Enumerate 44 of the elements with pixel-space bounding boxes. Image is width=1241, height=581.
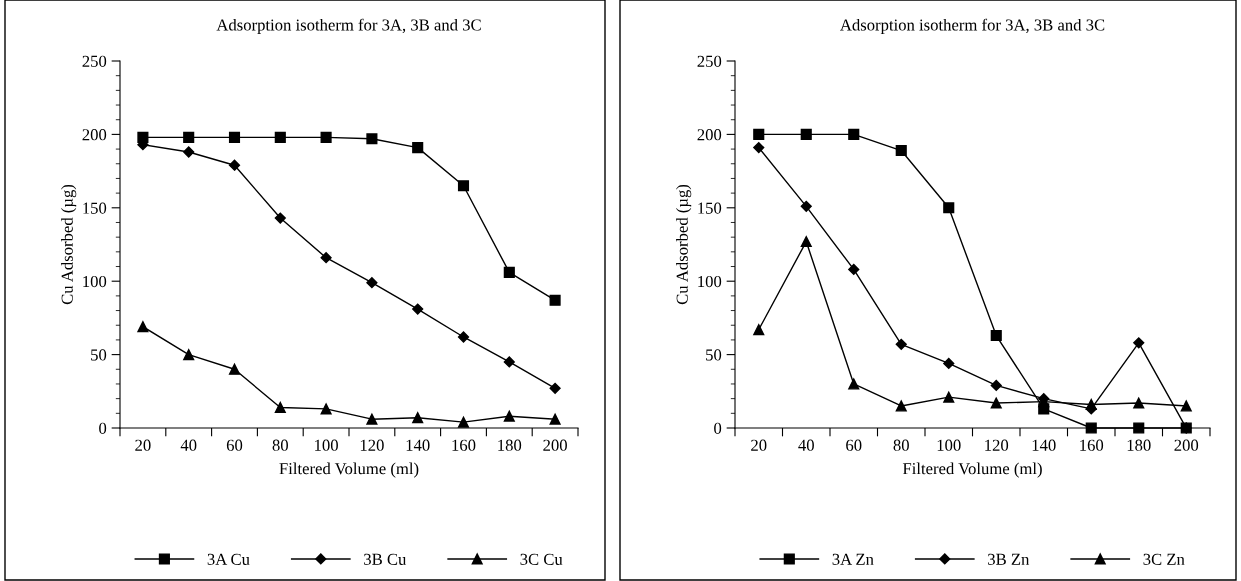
x-tick-label: 20 [751, 439, 767, 451]
x-tick-label: 80 [272, 439, 288, 451]
chart-title: Adsorption isotherm for 3A, 3B and 3C [840, 18, 1105, 34]
x-tick-label: 100 [315, 439, 338, 451]
x-tick-label: 200 [543, 439, 567, 451]
y-tick-label: 150 [83, 202, 107, 214]
x-tick-label: 120 [360, 439, 384, 451]
y-axis-title: Cu Adsorbed (µg) [676, 184, 692, 305]
y-tick-label: 150 [698, 202, 722, 214]
x-tick-label: 140 [406, 439, 430, 451]
y-tick-label: 50 [706, 349, 722, 361]
y-tick-label: 50 [91, 349, 107, 361]
x-tick-label: 140 [1032, 439, 1056, 451]
y-tick-label: 100 [83, 275, 107, 288]
y-tick-label: 200 [697, 129, 722, 141]
x-tick-label: 40 [180, 439, 197, 451]
x-axis-title: Filtered Volume (ml) [902, 462, 1042, 478]
legend-label: 3C Zn [1143, 553, 1185, 565]
x-tick-label: 60 [226, 439, 243, 451]
y-axis-title: Cu Adsorbed (µg) [61, 184, 77, 305]
legend-label: 3A Cu [207, 553, 250, 565]
y-tick-label: 0 [99, 422, 107, 434]
y-tick-label: 200 [82, 129, 107, 141]
x-tick-label: 80 [893, 439, 909, 451]
x-tick-label: 180 [1127, 439, 1151, 451]
x-tick-label: 120 [985, 439, 1009, 451]
legend-label: 3B Zn [988, 553, 1030, 565]
x-tick-label: 60 [846, 439, 862, 451]
x-tick-label: 180 [498, 439, 522, 451]
y-tick-label: 250 [697, 55, 722, 67]
x-tick-label: 100 [937, 439, 961, 451]
y-tick-label: 0 [714, 422, 722, 434]
x-tick-label: 160 [1080, 439, 1104, 451]
x-axis-title: Filtered Volume (ml) [279, 462, 419, 478]
legend-label: 3C Cu [520, 553, 563, 565]
legend-label: 3B Cu [364, 553, 407, 565]
x-tick-label: 40 [798, 439, 814, 451]
legend-label: 3A Zn [832, 553, 874, 565]
x-tick-label: 200 [1174, 439, 1199, 451]
y-tick-label: 100 [698, 275, 722, 288]
y-tick-label: 250 [82, 55, 107, 67]
chart-title: Adsorption isotherm for 3A, 3B and 3C [216, 18, 481, 34]
x-tick-label: 20 [135, 439, 151, 451]
x-tick-label: 160 [452, 439, 476, 451]
